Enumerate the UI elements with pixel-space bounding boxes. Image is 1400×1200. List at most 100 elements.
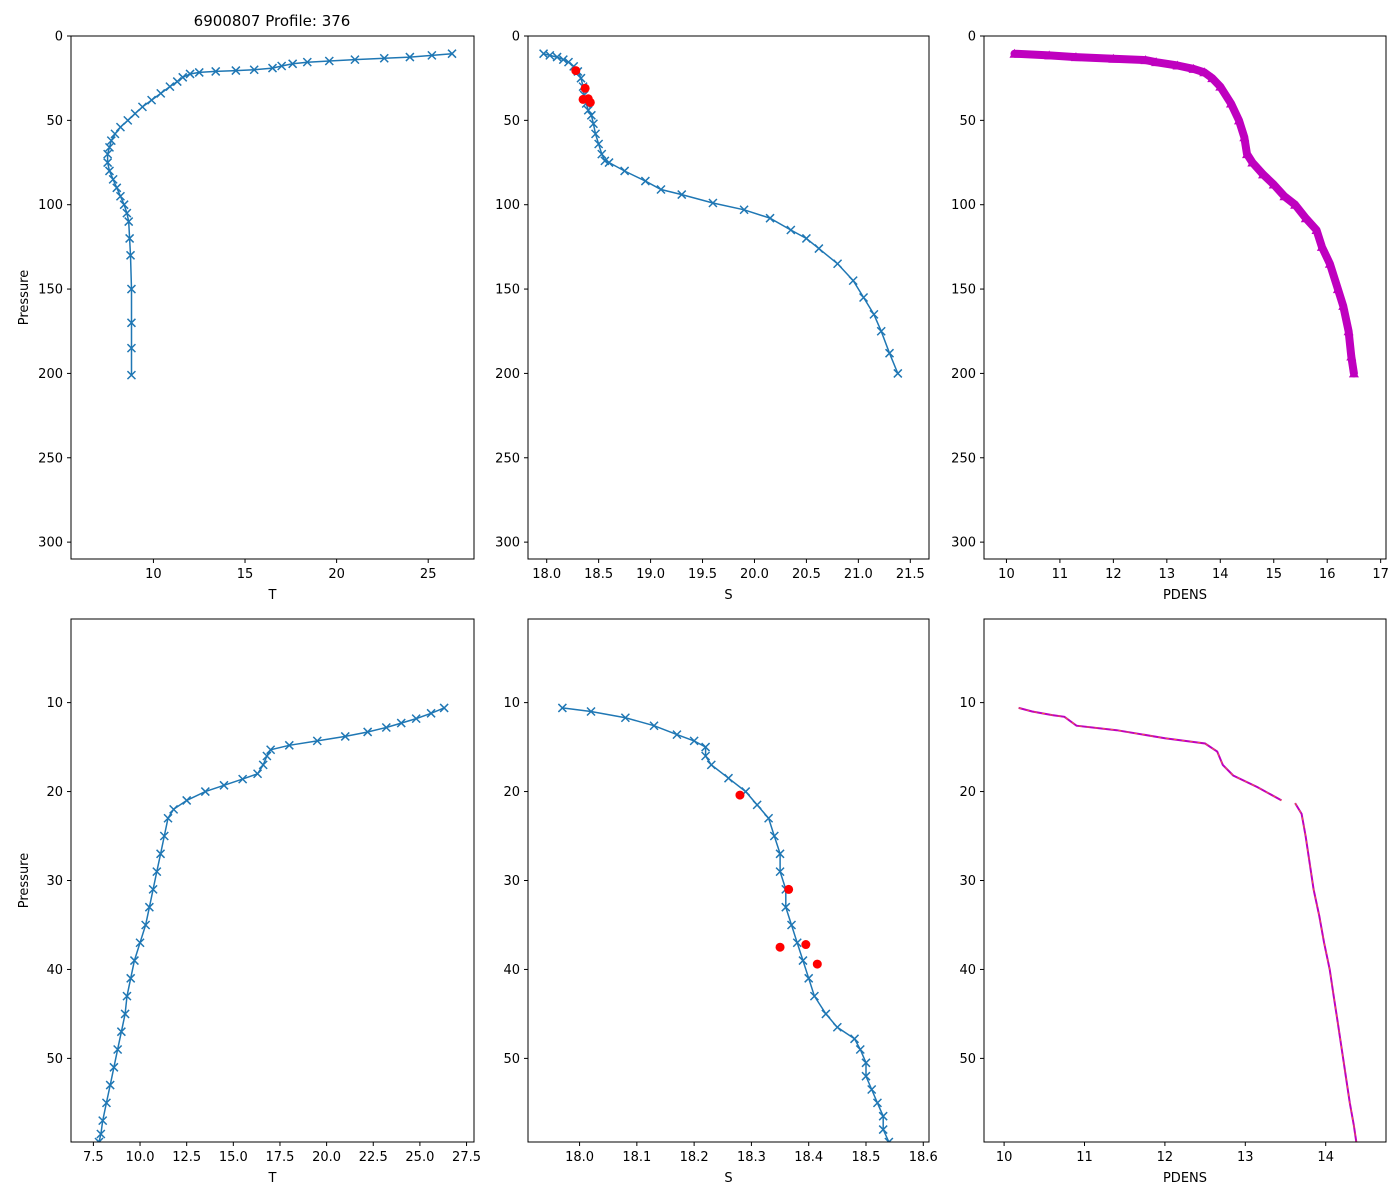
y-tick-label: 300 [951,536,976,551]
y-tick-label: 250 [495,451,520,466]
x-tick-label: 18.0 [565,1150,594,1165]
y-tick-label: 300 [495,536,520,551]
data-marker [427,50,437,60]
y-tick-label: 40 [959,963,976,978]
y-tick-label: 150 [495,283,520,298]
data-marker [156,849,166,859]
data-marker [112,183,122,193]
data-marker [108,174,118,184]
axes-frame [983,35,1387,560]
data-marker [169,804,179,814]
data-marker [104,142,114,152]
data-marker [739,205,749,215]
data-marker [104,166,114,176]
data-marker [249,65,259,75]
x-axis-label: T [268,1171,277,1186]
data-marker [152,867,162,877]
data-marker [814,244,824,254]
data-marker [833,259,843,269]
qc-flag-point [784,884,794,894]
qc-flag-point [580,83,590,93]
x-axis-label: T [268,588,277,603]
data-marker [586,110,596,120]
data-marker [1242,149,1253,159]
data-marker [672,730,682,740]
y-tick-label: 250 [951,451,976,466]
x-tick-label: 14 [1317,1150,1334,1165]
x-tick-label: 18.3 [737,1150,766,1165]
data-marker [1343,326,1354,336]
data-marker [620,166,630,176]
data-marker [649,721,659,731]
data-marker [1324,258,1335,268]
y-tick-label: 100 [495,198,520,213]
data-marker [786,225,796,235]
data-marker [786,920,797,930]
data-marker [165,82,175,92]
x-tick-label: 12 [1105,567,1122,582]
data-marker [109,1062,119,1072]
x-axis-label: S [724,588,732,603]
data-marker [1070,52,1081,62]
data-marker [1215,81,1226,91]
data-marker [178,72,188,82]
y-tick-label: 50 [503,1052,520,1067]
data-marker [792,938,802,948]
data-marker [855,1044,865,1055]
x-tick-label: 18.0 [532,567,561,582]
data-marker [1172,60,1183,70]
x-tick-label: 19.0 [636,567,665,582]
data-marker [804,973,814,983]
axes-frame [70,35,475,560]
data-marker [1338,300,1349,310]
data-marker [119,200,129,210]
data-marker [701,742,711,752]
data-marker [781,902,791,912]
y-tick-label: 20 [503,785,520,800]
y-tick-label: 200 [38,367,63,382]
y-tick-label: 10 [503,696,520,711]
data-marker [775,849,785,859]
data-marker [124,217,134,227]
plot-area [103,49,457,380]
x-tick-label: 25 [420,567,437,582]
data-marker [1151,57,1162,67]
data-marker [130,109,140,119]
y-axis-label: Pressure [17,270,32,326]
pdens-line [1294,802,1358,1142]
data-marker [893,368,903,378]
plot-area [1018,706,1358,1142]
panel-6: 10 11 12 13 14 10 20 30 40 50 PDENS [959,618,1387,1186]
x-axis-label: PDENS [1163,588,1207,603]
series-line [98,707,445,1142]
y-tick-label: 100 [38,198,63,213]
data-marker [1233,115,1244,125]
y-tick-label: 20 [959,785,976,800]
data-marker [200,787,210,797]
data-marker [144,902,154,912]
y-tick-label: 30 [959,874,976,889]
y-tick-label: 0 [968,30,976,45]
x-tick-label: 20 [328,567,345,582]
x-tick-label: 13 [1237,1150,1254,1165]
data-marker [324,56,334,66]
x-tick-label: 21.0 [844,567,873,582]
y-tick-label: 30 [503,874,520,889]
data-marker [277,61,287,71]
axes-frame [983,618,1387,1143]
data-marker [764,813,774,823]
data-marker [126,318,136,328]
data-marker [1140,55,1151,65]
data-marker [302,57,312,67]
data-marker [1316,241,1327,251]
data-marker [219,780,229,790]
x-tick-label: 18.5 [852,1150,881,1165]
data-marker [96,1129,106,1139]
pdens-line [1018,706,1282,802]
y-tick-label: 150 [38,283,63,298]
data-marker [884,1137,894,1142]
data-marker [125,233,135,243]
data-marker [126,250,136,260]
figure-title: 6900807 Profile: 376 [194,12,351,30]
x-axis-label: S [724,1171,732,1186]
